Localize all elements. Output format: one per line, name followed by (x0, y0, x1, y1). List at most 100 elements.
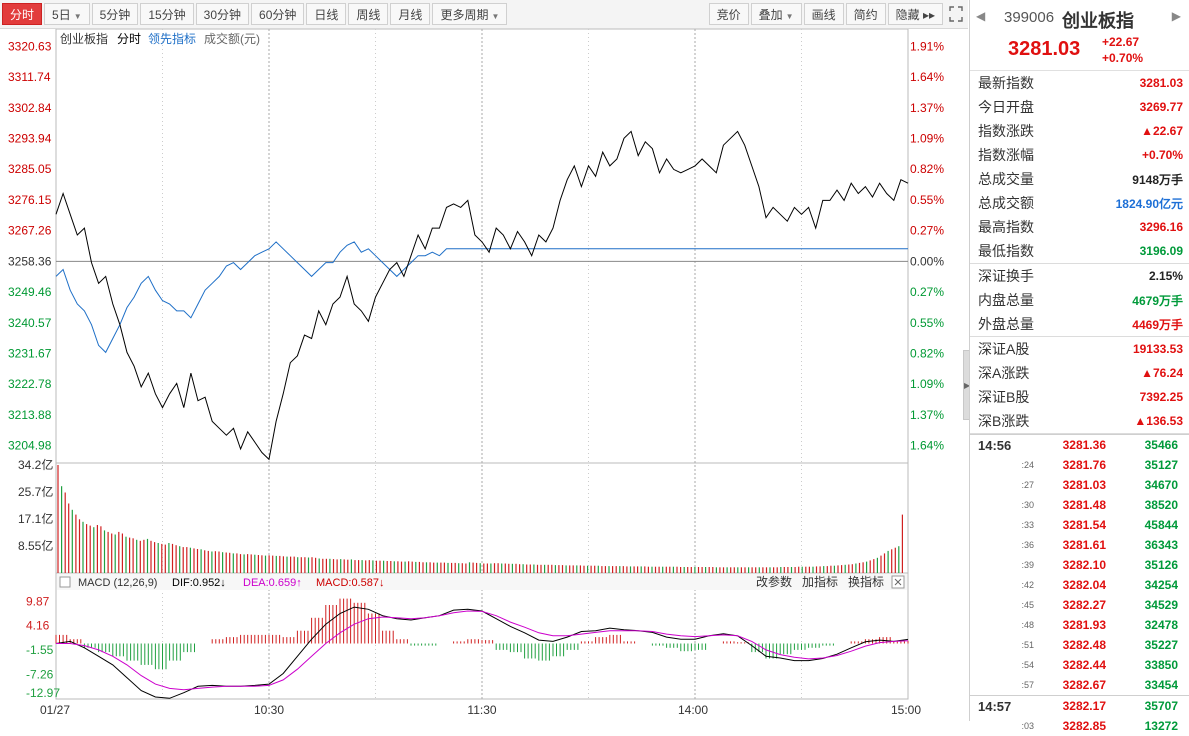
quote-label: 最新指数 (978, 75, 1034, 91)
macd-close-icon[interactable] (891, 575, 905, 589)
macd-add-indicator-button[interactable]: 加指标 (802, 574, 838, 589)
y-left-label: 3258.36 (8, 254, 52, 268)
y-right-label: 0.00% (910, 254, 944, 268)
tick-price: 3282.85 (1062, 719, 1106, 733)
y-left-label: 3285.05 (8, 162, 52, 176)
period-button-6[interactable]: 日线 (306, 3, 347, 25)
tool-button-0[interactable]: 竞价 (708, 3, 749, 25)
y-right-label: 0.82% (910, 346, 944, 360)
quote-row: 最低指数 3196.09 (970, 239, 1189, 263)
macd-axis-labels: 9.87 4.16 -1.55 -7.26 -12.97 (26, 594, 60, 700)
period-button-7[interactable]: 周线 (348, 3, 389, 25)
prev-stock-icon[interactable]: ◀ (976, 9, 986, 23)
quote-label: 深证换手 (978, 268, 1034, 284)
quote-value: 1824.90亿元 (1115, 196, 1183, 211)
period-button-5[interactable]: 60分钟 (251, 3, 305, 25)
x-label-1500: 15:00 (891, 703, 921, 717)
y-left-label: 3293.94 (8, 132, 52, 146)
tick-price: 3282.67 (1062, 678, 1106, 692)
tick-volume: 45844 (1144, 518, 1178, 532)
tick-row: :33 3281.54 45844 (970, 515, 1189, 535)
y-right-label: 0.27% (910, 224, 944, 238)
tick-time: :30 (1021, 500, 1034, 510)
quote-row: 今日开盘 3269.77 (970, 95, 1189, 119)
quote-row: 深B涨跌 ▲136.53 (970, 409, 1189, 433)
macd-y-label: -7.26 (26, 668, 54, 682)
x-label-start: 01/27 (40, 703, 70, 717)
period-button-4[interactable]: 30分钟 (195, 3, 250, 25)
tick-volume: 33850 (1144, 658, 1178, 672)
quote-row: 最新指数 3281.03 (970, 71, 1189, 95)
period-button-8[interactable]: 月线 (390, 3, 431, 25)
tick-price: 3281.48 (1062, 498, 1106, 512)
period-button-label: 60分钟 (259, 8, 297, 22)
period-button-1[interactable]: 5日 ▼ (44, 3, 90, 25)
tick-volume: 35126 (1144, 558, 1178, 572)
macd-macd-value: MACD:0.587↓ (316, 577, 384, 589)
y-left-label: 3213.88 (8, 408, 52, 422)
y-right-label: 1.37% (910, 408, 944, 422)
tick-volume: 35127 (1144, 458, 1178, 472)
next-stock-icon[interactable]: ▶ (1171, 9, 1181, 23)
tick-volume: 32478 (1144, 618, 1178, 632)
period-button-0[interactable]: 分时 (2, 3, 43, 25)
y-right-label: 1.37% (910, 101, 944, 115)
tick-time: :57 (1021, 680, 1034, 690)
tick-row: :42 3282.04 34254 (970, 575, 1189, 595)
caret-down-icon: ▼ (73, 12, 82, 21)
macd-dea-line (56, 610, 909, 691)
period-button-9[interactable]: 更多周期 ▼ (432, 3, 508, 25)
legend-volume: 成交额(元) (204, 31, 260, 46)
y-left-label: 3231.67 (8, 346, 52, 360)
tool-button-label: 隐藏 ▸▸ (895, 8, 935, 22)
period-button-label: 5日 (52, 8, 71, 22)
macd-change-params-button[interactable]: 改参数 (756, 574, 792, 589)
y-right-label: 0.55% (910, 316, 944, 330)
y-right-label: 1.64% (910, 70, 944, 84)
volume-y-label: 25.7亿 (18, 484, 53, 499)
tick-time: :36 (1021, 540, 1034, 550)
tick-time: :24 (1021, 460, 1034, 470)
tick-volume: 35227 (1144, 638, 1178, 652)
tick-volume: 34529 (1144, 598, 1178, 612)
macd-header: MACD (12,26,9) DIF:0.952↓ DEA:0.659↑ MAC… (57, 574, 907, 590)
y-axis-left-labels: 3320.63 3311.74 3302.84 3293.94 3285.05 3276.… (8, 39, 52, 452)
period-button-2[interactable]: 5分钟 (91, 3, 139, 25)
y-left-label: 3222.78 (8, 377, 52, 391)
grid-lines (56, 29, 908, 699)
period-button-3[interactable]: 15分钟 (140, 3, 194, 25)
period-button-label: 5分钟 (99, 8, 131, 22)
quote-label: 内盘总量 (978, 292, 1034, 308)
tool-button-label: 叠加 (758, 8, 783, 22)
fullscreen-icon[interactable] (946, 3, 966, 25)
quote-panel: ◀ 399006 创业板指 ▶ 3281.03 +22.67 +0.70% 最新… (969, 0, 1189, 733)
tool-button-2[interactable]: 画线 (803, 3, 844, 25)
quote-label: 深B涨跌 (978, 413, 1030, 429)
tick-price: 3281.54 (1062, 518, 1106, 532)
period-button-label: 分时 (10, 8, 35, 22)
tick-list: 14:56 3281.36 35466:24 3281.76 35127:27 3281.… (970, 434, 1189, 736)
macd-y-label: -1.55 (26, 643, 54, 657)
macd-y-label: 9.87 (26, 594, 50, 608)
tool-button-4[interactable]: 隐藏 ▸▸ (887, 3, 943, 25)
macd-switch-indicator-button[interactable]: 换指标 (848, 574, 884, 589)
y-right-label: 1.09% (910, 377, 944, 391)
tool-button-label: 简约 (853, 8, 878, 22)
stock-header: ◀ 399006 创业板指 ▶ 3281.03 +22.67 +0.70% (970, 0, 1189, 71)
tool-button-label: 竞价 (716, 8, 741, 22)
macd-y-label: 4.16 (26, 619, 50, 633)
tool-button-1[interactable]: 叠加 ▼ (750, 3, 802, 25)
stock-change: +22.67 +0.70% (1102, 34, 1143, 66)
quote-row: 内盘总量 4679万手 (970, 288, 1189, 312)
y-right-label: 0.55% (910, 193, 944, 207)
tick-time: 14:57 (978, 698, 1012, 714)
period-button-label: 日线 (314, 8, 339, 22)
stock-price: 3281.03 (1008, 38, 1081, 60)
tool-button-3[interactable]: 简约 (845, 3, 886, 25)
tick-price: 3281.61 (1062, 538, 1106, 552)
tick-time: :51 (1021, 640, 1034, 650)
caret-down-icon: ▼ (785, 12, 794, 21)
stock-change-percent: +0.70% (1102, 51, 1144, 65)
macd-settings-icon[interactable] (59, 576, 71, 588)
tick-volume: 38520 (1144, 498, 1178, 512)
